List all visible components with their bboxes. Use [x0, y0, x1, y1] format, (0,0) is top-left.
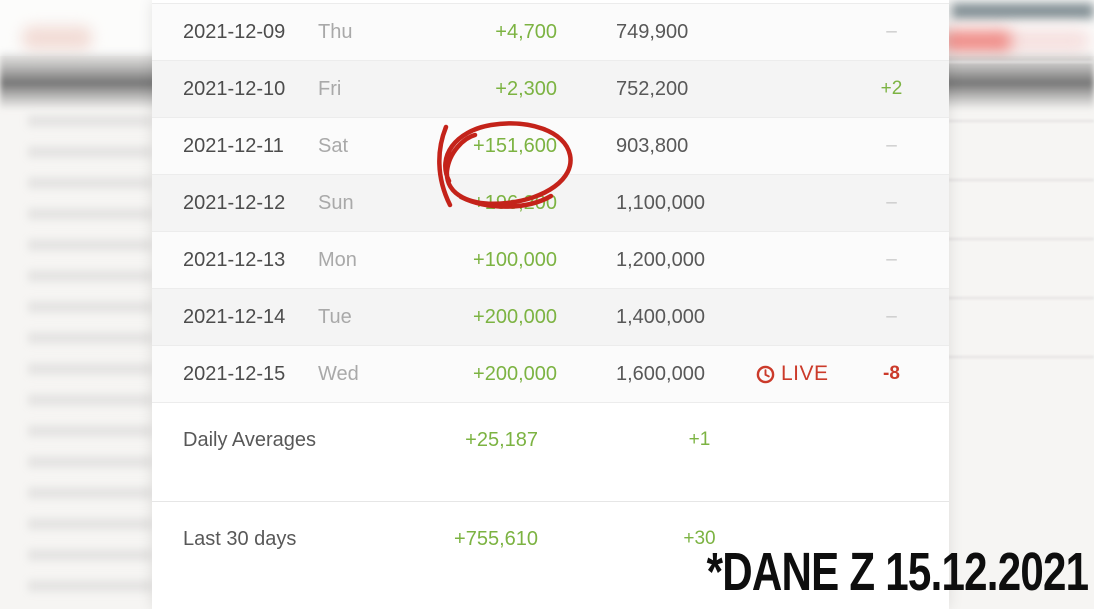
- row-day: Fri: [318, 77, 342, 100]
- row-date: 2021-12-11: [183, 134, 284, 157]
- summary-label: Daily Averages: [183, 429, 317, 451]
- summary-rank-delta: +1: [688, 429, 711, 450]
- row-total: 749,900: [616, 20, 689, 43]
- row-subscriber-change-value: +200,000: [473, 362, 557, 385]
- row-date: 2021-12-14: [183, 305, 286, 328]
- row-total: 1,200,000: [616, 248, 705, 271]
- row-subscriber-change: +200,000: [406, 363, 557, 386]
- row-day: Tue: [318, 305, 352, 328]
- row-subscriber-change-value: +151,600: [473, 134, 557, 157]
- row-total: 752,200: [616, 77, 689, 100]
- row-rank-delta: –: [886, 192, 897, 213]
- row-day: Wed: [318, 362, 359, 385]
- live-label: LIVE: [781, 362, 829, 385]
- row-subscriber-change: +2,300: [406, 78, 557, 101]
- summary-rank-delta: +30: [683, 528, 716, 549]
- summary-row: Last 30 days +755,610 +30: [152, 502, 949, 601]
- row-date: 2021-12-09: [183, 20, 286, 43]
- summary-rows: Daily Averages +25,187 +1 Last 30 days +755,…: [152, 403, 949, 601]
- row-rank-delta: –: [886, 249, 897, 270]
- row-date: 2021-12-15: [183, 362, 286, 385]
- table-row: 2021-12-14 Tue +200,000 1,400,000 –: [152, 289, 949, 346]
- row-subscriber-change: +196,200: [406, 192, 557, 215]
- background-blur-row-lines: [944, 4, 1094, 414]
- table-row: 2021-12-12 Sun +196,200 1,100,000 –: [152, 175, 949, 232]
- row-subscriber-change-value: +196,200: [473, 191, 557, 214]
- background-blur-red-blob: [942, 30, 1012, 52]
- summary-label: Last 30 days: [183, 528, 297, 550]
- summary-change: +755,610: [454, 528, 538, 550]
- row-total: 1,100,000: [616, 191, 705, 214]
- row-date: 2021-12-13: [183, 248, 286, 271]
- daily-stats-panel: 2021-12-09 Thu +4,700 749,900 – 2021-12-10 Fri…: [152, 0, 949, 609]
- row-rank-delta: –: [886, 135, 897, 156]
- row-rank-delta: –: [886, 21, 897, 42]
- summary-change: +25,187: [465, 429, 538, 451]
- row-rank-delta: +2: [880, 78, 903, 99]
- row-date: 2021-12-12: [183, 191, 286, 214]
- row-day: Sun: [318, 191, 354, 214]
- row-subscriber-change: +200,000: [406, 306, 557, 329]
- row-day: Sat: [318, 134, 349, 157]
- background-blur-pink-blob: [22, 26, 92, 50]
- row-subscriber-change-value: +4,700: [495, 20, 557, 43]
- row-total: 1,400,000: [616, 305, 705, 328]
- live-indicator: LIVE: [756, 362, 829, 386]
- background-blur-pink-haze: [1000, 30, 1090, 52]
- clock-icon: [756, 365, 775, 383]
- row-day: Mon: [318, 248, 357, 271]
- row-subscriber-change: +151,600: [406, 120, 573, 209]
- row-rank-delta: -8: [883, 363, 900, 384]
- watermark-text: *DANE Z 15.12.2021: [706, 542, 1088, 602]
- row-subscriber-change: +4,700: [406, 21, 557, 44]
- table-row: 2021-12-15 Wed +200,000 1,600,000 LIVE -8: [152, 346, 949, 403]
- row-live-cell: LIVE: [756, 362, 860, 386]
- row-subscriber-change: +100,000: [406, 249, 557, 272]
- table-row: 2021-12-11 Sat +151,600 903,800 –: [152, 118, 949, 209]
- background-blur-teal-strip: [952, 3, 1094, 19]
- row-date: 2021-12-10: [183, 77, 286, 100]
- daily-stats-rows: 2021-12-09 Thu +4,700 749,900 – 2021-12-10 Fri…: [152, 3, 949, 403]
- table-row: 2021-12-10 Fri +2,300 752,200 +2: [152, 61, 949, 118]
- row-subscriber-change-value: +100,000: [473, 248, 557, 271]
- row-total: 1,600,000: [616, 362, 705, 385]
- table-row: 2021-12-13 Mon +100,000 1,200,000 –: [152, 232, 949, 289]
- row-subscriber-change-value: +2,300: [495, 77, 557, 100]
- table-row: 2021-12-09 Thu +4,700 749,900 –: [152, 4, 949, 61]
- row-day: Thu: [318, 20, 353, 43]
- row-total: 903,800: [616, 134, 689, 157]
- summary-row: Daily Averages +25,187 +1: [152, 403, 949, 502]
- row-rank-delta: –: [886, 306, 897, 327]
- row-subscriber-change-value: +200,000: [473, 305, 557, 328]
- background-blur-text-rows: [28, 96, 152, 609]
